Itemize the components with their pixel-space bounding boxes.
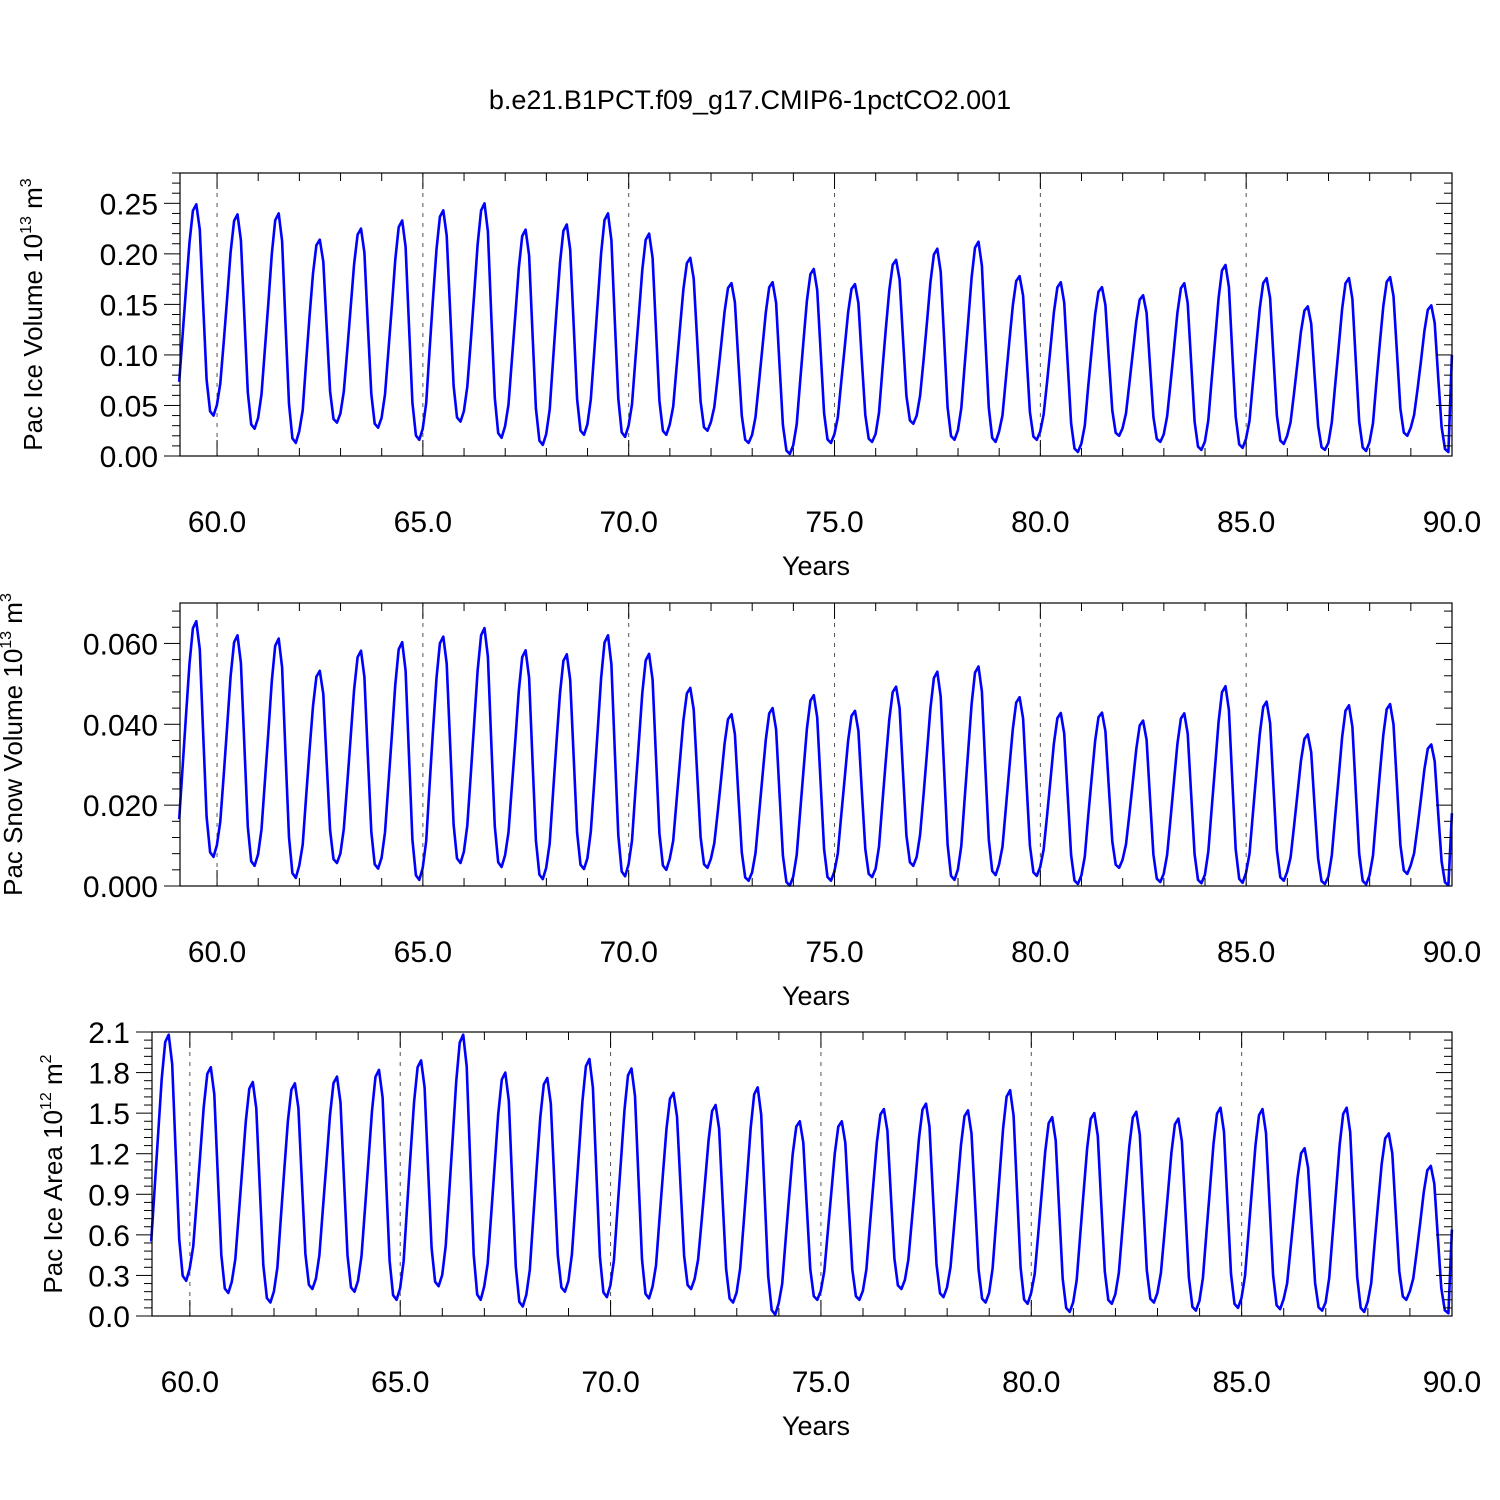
y-tick-label: 0.05 [100, 390, 158, 423]
y-tick-label: 0.9 [88, 1179, 130, 1212]
x-axis-label: Years [782, 1411, 850, 1441]
x-tick-label: 70.0 [581, 1366, 639, 1399]
x-tick-label: 65.0 [371, 1366, 429, 1399]
x-tick-label: 65.0 [394, 506, 452, 539]
plot-frame [151, 1031, 1453, 1317]
x-tick-label: 75.0 [805, 506, 863, 539]
y-tick-label: 0.040 [83, 709, 158, 742]
y-tick-label: 0.00 [100, 441, 158, 474]
y-tick-label: 0.020 [83, 790, 158, 823]
x-tick-label: 90.0 [1423, 1366, 1481, 1399]
y-label-unit-exponent: 3 [0, 593, 15, 602]
x-tick-label: 65.0 [394, 936, 452, 969]
x-tick-label: 75.0 [792, 1366, 850, 1399]
y-tick-label: 0.25 [100, 188, 158, 221]
y-tick-label: 1.5 [88, 1098, 130, 1131]
y-axis-label: Pac Snow Volume 1013 m3 [0, 593, 28, 896]
x-tick-label: 85.0 [1212, 1366, 1270, 1399]
y-label-unit: m [38, 1063, 68, 1092]
x-tick-label: 60.0 [188, 936, 246, 969]
plot-frame [179, 602, 1453, 887]
y-tick-label: 0.060 [83, 628, 158, 661]
y-tick-label: 1.8 [88, 1058, 130, 1091]
y-tick-label: 0.6 [88, 1220, 130, 1253]
x-tick-label: 80.0 [1011, 506, 1069, 539]
y-tick-label: 0.000 [83, 871, 158, 904]
x-tick-label: 80.0 [1011, 936, 1069, 969]
y-tick-label: 1.2 [88, 1139, 130, 1172]
panel-ice-area: 60.0 65.0 70.0 75.0 80.0 85.0 90.0 0.0 0.3 0.6 0.9… [38, 1017, 1481, 1441]
x-axis-label: Years [782, 551, 850, 581]
x-tick-label: 90.0 [1423, 506, 1481, 539]
series-line-ice-volume [177, 202, 1454, 456]
y-label-text: Pac Ice Area 10 [38, 1110, 68, 1294]
plot-frame [179, 172, 1453, 457]
x-tick-label: 60.0 [161, 1366, 219, 1399]
y-tick-label: 0.20 [100, 239, 158, 272]
y-label-unit: m [0, 602, 28, 631]
y-label-unit: m [18, 187, 48, 216]
figure-title: b.e21.B1PCT.f09_g17.CMIP6-1pctCO2.001 [489, 85, 1011, 115]
x-axis-label: Years [782, 981, 850, 1011]
y-label-text: Pac Snow Volume 10 [0, 649, 28, 896]
y-tick-label: 0.3 [88, 1260, 130, 1293]
series-line-ice-area [149, 1033, 1454, 1316]
x-tick-label: 85.0 [1217, 506, 1275, 539]
y-label-exponent: 13 [0, 631, 15, 649]
y-label-text: Pac Ice Volume 10 [18, 234, 48, 451]
y-tick-label: 0.0 [88, 1301, 130, 1334]
panel-snow-volume: 60.0 65.0 70.0 75.0 80.0 85.0 90.0 0.000 0.020 0.… [0, 593, 1481, 1011]
y-label-exponent: 13 [18, 216, 35, 234]
y-tick-label: 0.15 [100, 289, 158, 322]
y-tick-label: 2.1 [88, 1017, 130, 1050]
x-tick-label: 85.0 [1217, 936, 1275, 969]
y-label-unit-exponent: 2 [38, 1054, 55, 1063]
series-line-snow-volume [177, 619, 1454, 887]
y-axis-label: Pac Ice Volume 1013 m3 [18, 178, 48, 451]
x-tick-label: 70.0 [600, 506, 658, 539]
y-label-unit-exponent: 3 [18, 178, 35, 187]
x-tick-label: 90.0 [1423, 936, 1481, 969]
panel-ice-volume: 60.0 65.0 70.0 75.0 80.0 85.0 90.0 0.00 0.05 0.10… [18, 172, 1481, 581]
y-axis-label: Pac Ice Area 1012 m2 [38, 1054, 68, 1293]
y-label-exponent: 12 [38, 1092, 55, 1110]
x-tick-label: 75.0 [805, 936, 863, 969]
x-tick-label: 60.0 [188, 506, 246, 539]
y-tick-label: 0.10 [100, 340, 158, 373]
x-tick-label: 80.0 [1002, 1366, 1060, 1399]
x-tick-label: 70.0 [600, 936, 658, 969]
